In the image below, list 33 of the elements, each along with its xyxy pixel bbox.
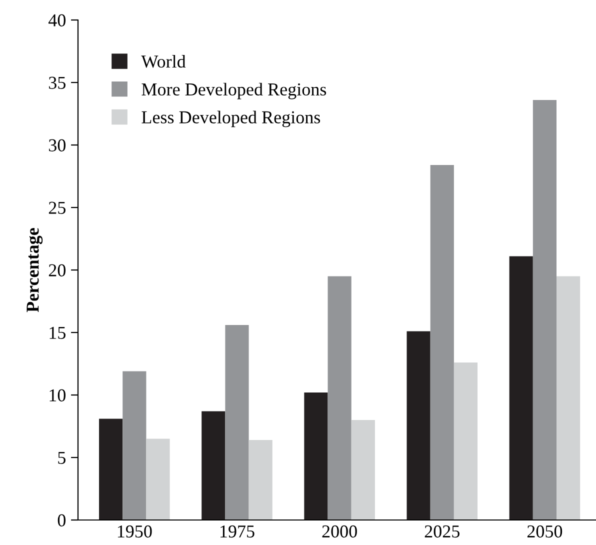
bar <box>304 392 328 520</box>
bar <box>430 165 454 520</box>
bar <box>454 362 478 520</box>
legend-label: More Developed Regions <box>142 82 326 100</box>
bar <box>248 440 272 520</box>
y-tick-label: 0 <box>58 514 66 526</box>
bar <box>328 276 352 520</box>
x-tick-label: 1950 <box>118 525 152 538</box>
x-tick-label: 2025 <box>424 525 460 538</box>
y-axis-title: Percentage <box>26 228 43 312</box>
bar <box>99 418 123 520</box>
x-tick-label: 2000 <box>322 525 357 538</box>
y-tick-label: 30 <box>49 139 66 152</box>
y-tick-label: 25 <box>48 202 66 214</box>
y-tick-label: 40 <box>48 14 66 26</box>
y-tick-label: 15 <box>50 326 66 339</box>
bar <box>556 276 580 520</box>
bar <box>202 411 226 520</box>
x-tick-label: 2050 <box>527 525 562 538</box>
bar <box>225 325 249 520</box>
y-tick-label: 35 <box>49 76 66 89</box>
y-tick-label: 20 <box>48 264 66 276</box>
y-tick-label: 5 <box>58 452 66 464</box>
bar <box>122 371 146 520</box>
bar <box>146 438 170 520</box>
legend-label: Less Developed Regions <box>142 110 320 128</box>
bar <box>509 256 533 520</box>
bar <box>351 420 375 520</box>
legend-label: World <box>141 54 186 68</box>
y-tick-label: 10 <box>50 389 66 402</box>
x-tick-label: 1975 <box>220 525 254 538</box>
bar <box>406 331 430 520</box>
bar <box>532 100 557 520</box>
